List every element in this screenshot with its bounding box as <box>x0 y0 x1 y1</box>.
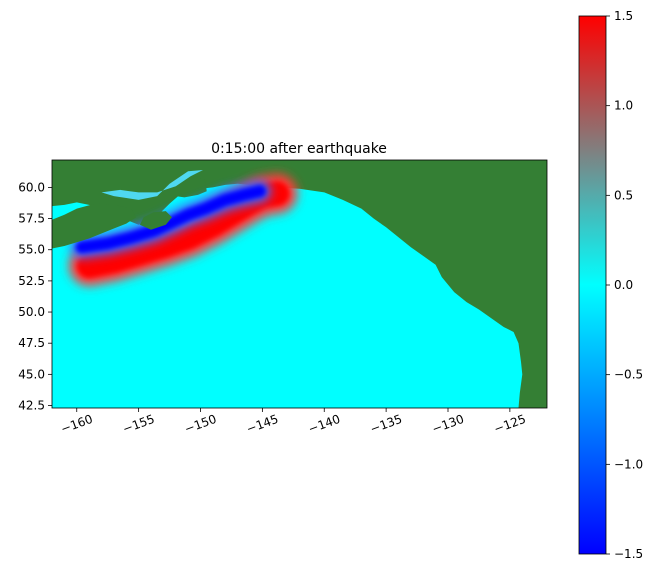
x-tick-label: −125 <box>492 412 528 436</box>
colorbar: 1.5 1.0 0.5 0.0 −0.5 −1.0 −1.5 <box>578 9 643 561</box>
x-tick-label: −140 <box>306 412 342 436</box>
land-mass <box>52 160 547 408</box>
colorbar-tick-label: 0.5 <box>614 188 633 202</box>
cook-inlet <box>101 170 203 200</box>
y-tick-label: 55.0 <box>18 243 45 257</box>
y-tick-label: 47.5 <box>18 336 45 350</box>
y-tick-label: 52.5 <box>18 274 45 288</box>
x-tick-label: −145 <box>244 412 280 436</box>
x-tick-label: −130 <box>430 412 466 436</box>
x-axis: −160 −155 −150 −145 −140 −135 −130 −125 <box>59 408 528 436</box>
wave-trough <box>75 185 266 254</box>
y-tick-label: 45.0 <box>18 367 45 381</box>
colorbar-tick-label: −0.5 <box>614 368 643 382</box>
y-axis: 45.0 47.5 50.0 52.5 55.0 57.5 60.0 42.5 <box>18 180 52 413</box>
x-tick-label: −160 <box>59 412 95 436</box>
y-tick-label: 42.5 <box>18 399 45 413</box>
alaska-peninsula <box>52 203 137 249</box>
x-tick-label: −135 <box>368 412 404 436</box>
y-tick-label: 50.0 <box>18 305 45 319</box>
x-tick-label: −150 <box>183 412 219 436</box>
chart-title: 0:15:00 after earthquake <box>211 141 387 157</box>
colorbar-tick-label: 1.5 <box>614 9 633 23</box>
colorbar-ticks: 1.5 1.0 0.5 0.0 −0.5 −1.0 −1.5 <box>606 9 643 561</box>
colorbar-tick-label: 0.0 <box>614 278 633 292</box>
kenai-peninsula <box>175 176 207 198</box>
colorbar-tick-label: 1.0 <box>614 99 633 113</box>
colorbar-tick-label: −1.0 <box>614 457 643 471</box>
colorbar-gradient <box>578 15 607 555</box>
y-tick-label: 60.0 <box>18 180 45 194</box>
x-tick-label: −155 <box>121 412 157 436</box>
y-tick-label: 57.5 <box>18 212 45 226</box>
plot-area <box>52 160 547 408</box>
plot-frame <box>51 159 548 409</box>
colorbar-tick-label: −1.5 <box>614 547 643 561</box>
kodiak-island <box>139 211 172 230</box>
